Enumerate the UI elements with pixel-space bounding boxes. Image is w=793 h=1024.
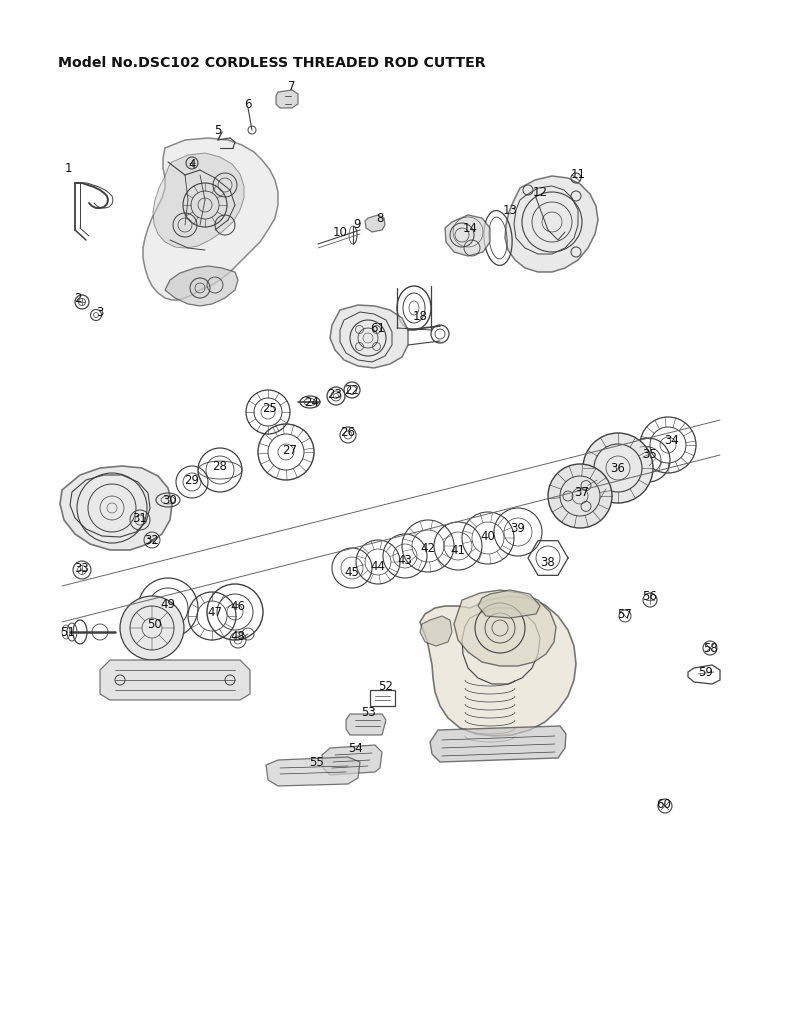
Text: 3: 3 (96, 305, 104, 318)
Text: 29: 29 (185, 473, 200, 486)
Text: 36: 36 (611, 462, 626, 474)
Text: 4: 4 (188, 159, 196, 171)
Polygon shape (346, 714, 386, 735)
Text: 39: 39 (511, 521, 526, 535)
Text: 48: 48 (231, 630, 246, 642)
Text: 23: 23 (328, 388, 343, 401)
Text: 13: 13 (503, 204, 518, 216)
Polygon shape (60, 466, 172, 550)
Polygon shape (276, 90, 298, 108)
Polygon shape (445, 215, 490, 256)
Text: 53: 53 (361, 706, 375, 719)
Text: 2: 2 (75, 292, 82, 304)
Text: 52: 52 (378, 680, 393, 692)
Polygon shape (266, 757, 360, 786)
Polygon shape (420, 616, 452, 646)
Text: 56: 56 (642, 590, 657, 602)
Polygon shape (430, 726, 566, 762)
Circle shape (548, 464, 612, 528)
Text: 59: 59 (699, 666, 714, 679)
Text: 5: 5 (214, 124, 222, 136)
Text: 31: 31 (132, 512, 147, 524)
Text: 27: 27 (282, 443, 297, 457)
Text: 7: 7 (288, 81, 296, 93)
Circle shape (583, 433, 653, 503)
Polygon shape (454, 590, 556, 666)
Text: 25: 25 (262, 401, 278, 415)
Polygon shape (478, 590, 540, 618)
Text: 33: 33 (75, 561, 90, 574)
Text: 22: 22 (344, 384, 359, 396)
Text: 24: 24 (305, 395, 320, 409)
Polygon shape (505, 176, 598, 272)
Text: 6: 6 (244, 97, 251, 111)
Text: 30: 30 (163, 494, 178, 507)
Text: 42: 42 (420, 542, 435, 555)
Text: 9: 9 (353, 217, 361, 230)
Text: 28: 28 (213, 461, 228, 473)
Text: 46: 46 (231, 599, 246, 612)
Text: 44: 44 (370, 559, 385, 572)
Text: 58: 58 (703, 641, 718, 654)
Text: 60: 60 (657, 798, 672, 811)
Polygon shape (330, 305, 408, 368)
Polygon shape (153, 153, 244, 248)
Text: Model No.DSC102 CORDLESS THREADED ROD CUTTER: Model No.DSC102 CORDLESS THREADED ROD CU… (58, 56, 485, 70)
Polygon shape (100, 660, 250, 700)
Text: 50: 50 (147, 617, 163, 631)
Text: 38: 38 (541, 555, 555, 568)
Text: 10: 10 (332, 225, 347, 239)
Text: 40: 40 (481, 529, 496, 543)
Text: 45: 45 (345, 565, 359, 579)
Text: 41: 41 (450, 544, 465, 556)
Text: 34: 34 (665, 433, 680, 446)
Text: 37: 37 (575, 485, 589, 499)
Text: 35: 35 (642, 449, 657, 462)
Polygon shape (165, 266, 238, 306)
Text: 8: 8 (377, 212, 384, 224)
Text: 49: 49 (160, 597, 175, 610)
Text: 14: 14 (462, 221, 477, 234)
Text: 57: 57 (618, 607, 633, 621)
Polygon shape (322, 745, 382, 775)
Polygon shape (420, 596, 576, 736)
Text: 12: 12 (533, 185, 547, 199)
Text: 11: 11 (570, 169, 585, 181)
Polygon shape (143, 138, 278, 300)
Text: 1: 1 (64, 162, 71, 174)
Circle shape (120, 596, 184, 660)
Text: 54: 54 (349, 741, 363, 755)
Text: 26: 26 (340, 426, 355, 438)
Text: 18: 18 (412, 309, 427, 323)
Text: 55: 55 (308, 756, 324, 768)
Text: 47: 47 (208, 605, 223, 618)
Text: 51: 51 (60, 626, 75, 639)
Polygon shape (365, 215, 385, 232)
Text: 43: 43 (397, 554, 412, 566)
Text: 61: 61 (370, 322, 385, 335)
Text: 32: 32 (144, 534, 159, 547)
